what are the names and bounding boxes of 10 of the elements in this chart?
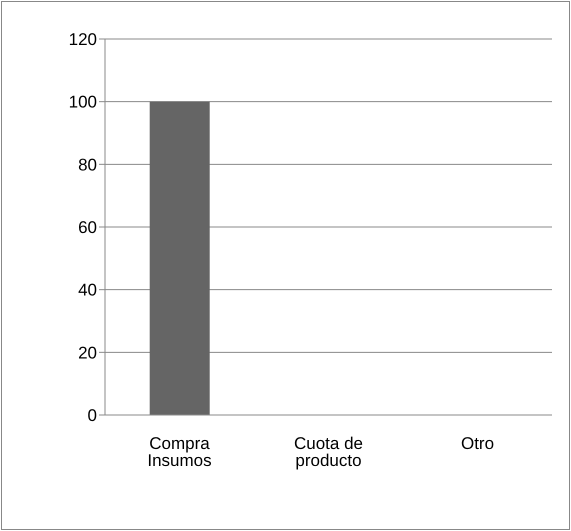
y-tick-label: 120 [68,30,97,50]
x-tick-label: Compra Insumos [147,434,212,470]
y-tick-label: 0 [88,406,97,426]
x-tick-label: Cuota de producto [294,434,363,470]
x-tick-label: Otro [460,434,494,454]
y-tick-label: 40 [78,280,97,300]
y-tick-label: 80 [78,155,97,174]
y-tick-label: 20 [78,343,97,362]
y-tick-label: 100 [68,92,97,112]
y-tick-label: 60 [78,218,97,238]
